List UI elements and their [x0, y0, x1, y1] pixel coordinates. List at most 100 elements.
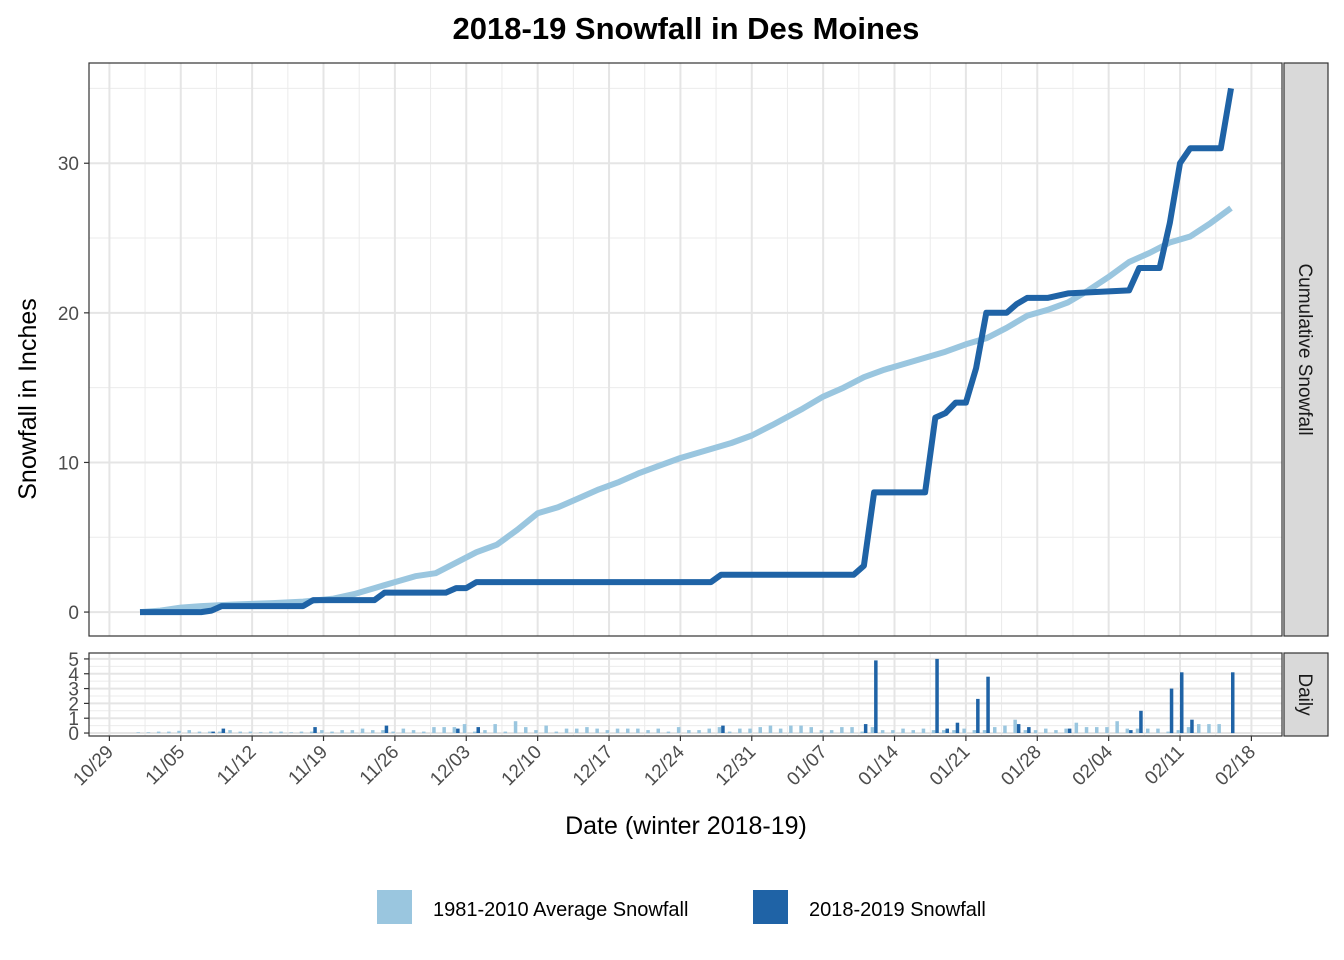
average-daily-bar [197, 731, 202, 734]
average-daily-bar [1125, 728, 1130, 733]
average-daily-bar [860, 731, 864, 734]
average-daily-bar [942, 730, 946, 734]
average-daily-bar [931, 730, 936, 734]
y-tick-label: 10 [58, 453, 79, 474]
average-daily-bar [1115, 721, 1119, 734]
y-tick-label: 5 [68, 650, 79, 671]
chart-title: 2018-19 Snowfall in Des Moines [453, 11, 920, 46]
average-daily-bar [768, 725, 773, 733]
current-daily-bar [1067, 728, 1072, 733]
average-daily-bar [1105, 727, 1109, 733]
average-daily-bar [1217, 724, 1221, 733]
average-daily-bar [513, 721, 518, 734]
current-daily-bar [211, 731, 215, 734]
average-daily-bar [167, 731, 171, 734]
average-daily-bar [615, 728, 620, 733]
average-daily-bar [534, 730, 538, 734]
current-daily-bar [863, 724, 868, 733]
average-daily-bar [258, 732, 263, 733]
current-daily-bar [1180, 672, 1184, 734]
average-daily-bar [1054, 730, 1058, 734]
average-daily-bar [1044, 728, 1048, 733]
average-daily-bar [738, 728, 742, 733]
average-daily-bar [962, 728, 966, 733]
average-daily-bar [676, 727, 681, 733]
average-daily-bar [829, 730, 834, 734]
average-daily-bar [646, 730, 650, 734]
average-daily-bar [146, 732, 151, 733]
average-daily-bar [575, 728, 579, 733]
average-daily-bar [595, 728, 599, 733]
average-daily-bar [187, 730, 191, 734]
average-daily-bar [789, 725, 793, 733]
average-daily-bar [452, 727, 457, 733]
average-daily-bar [218, 731, 222, 734]
panel-background [89, 653, 1282, 736]
legend-label-0: 1981-2010 Average Snowfall [433, 899, 688, 921]
current-daily-bar [1027, 727, 1031, 733]
average-daily-bar [809, 727, 813, 733]
average-daily-bar [1003, 725, 1007, 733]
average-daily-bar [870, 727, 875, 733]
average-daily-bar [1156, 728, 1160, 733]
average-daily-bar [524, 727, 528, 733]
x-axis-label: Date (winter 2018-19) [565, 812, 807, 840]
average-daily-bar [330, 731, 334, 734]
legend: 1981-2010 Average Snowfall 2018-2019 Snow… [377, 890, 986, 924]
average-daily-bar [248, 731, 253, 734]
y-tick-label: 30 [58, 154, 79, 175]
average-daily-bar [972, 730, 977, 734]
average-daily-bar [564, 728, 569, 733]
panel-background [89, 63, 1282, 636]
average-daily-bar [901, 728, 905, 733]
current-daily-bar [1190, 719, 1194, 733]
current-daily-bar [456, 728, 460, 733]
average-daily-bar [799, 725, 803, 733]
current-daily-bar [721, 725, 725, 733]
average-daily-bar [1095, 727, 1099, 733]
current-daily-bar [384, 725, 389, 733]
current-daily-bar [1016, 724, 1021, 733]
average-cumulative-line [139, 205, 1233, 616]
average-daily-bar [1166, 731, 1170, 734]
legend-key-1 [753, 890, 788, 924]
panel-border [88, 652, 1283, 737]
current-daily-bar [1231, 672, 1235, 734]
y-axis-label: Snowfall in Inches [14, 298, 42, 500]
y-tick-label: 2 [68, 694, 79, 715]
average-daily-bar [309, 731, 314, 734]
average-daily-bar [238, 731, 242, 734]
current-daily-bar [221, 728, 226, 733]
average-daily-bar [462, 724, 467, 733]
average-daily-bar [289, 732, 293, 733]
facet-strip [1283, 652, 1329, 737]
current-daily-bar [945, 728, 949, 733]
average-daily-bar [1074, 722, 1079, 734]
average-daily-bar [503, 731, 508, 734]
average-daily-bar [891, 730, 895, 734]
facet-strip-label: Cumulative Snowfall [1294, 263, 1315, 435]
average-daily-bar [993, 727, 997, 733]
average-daily-bar [982, 730, 987, 734]
current-daily-bar [313, 727, 317, 733]
average-daily-bar [1186, 727, 1191, 733]
current-daily-bar [1169, 688, 1174, 734]
average-daily-bar [1146, 728, 1150, 733]
average-daily-bar [207, 731, 212, 734]
average-daily-bar [320, 730, 324, 734]
average-daily-bar [381, 730, 385, 734]
average-daily-bar [279, 731, 283, 734]
average-daily-bar [656, 728, 660, 733]
average-daily-bar [401, 728, 406, 733]
average-daily-bar [636, 728, 640, 733]
average-daily-bar [340, 730, 344, 734]
average-daily-bar [880, 730, 885, 734]
average-daily-bar [156, 731, 161, 734]
current-daily-bar [1139, 710, 1143, 733]
facet-strip [1283, 62, 1329, 637]
average-daily-bar [666, 731, 671, 734]
average-daily-bar [585, 727, 589, 733]
average-daily-bar [411, 730, 416, 734]
